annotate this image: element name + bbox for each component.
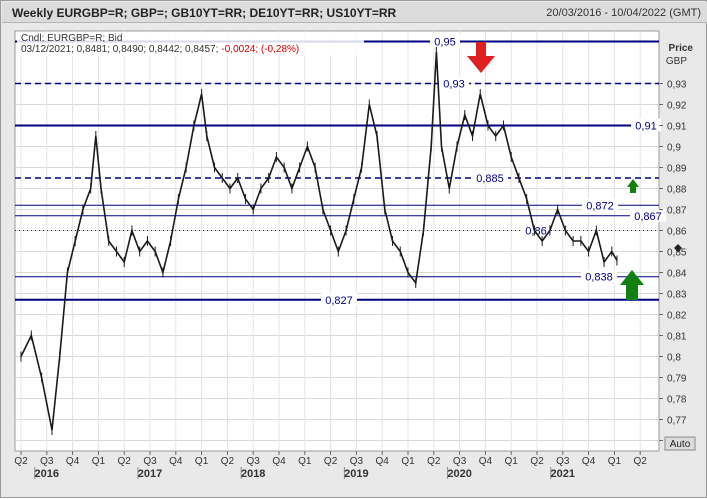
x-tick-label: Q4 [66,456,80,467]
year-label: 2018 [241,468,265,480]
y-tick-label: 0,8 [667,353,681,364]
x-tick-label: Q1 [505,456,519,467]
level-label-bg [430,34,460,48]
level-label-bg [439,76,469,90]
x-tick-label: Q2 [427,456,441,467]
level-label-bg [582,198,618,212]
y-tick-label: 0,78 [667,395,687,406]
x-tick-label: Q2 [324,456,338,467]
x-tick-label: Q1 [401,456,415,467]
currency-label: GBP [666,56,687,67]
y-tick-label: 0,89 [667,164,687,175]
year-label: 2021 [551,468,575,480]
up-arrow-icon [620,270,644,300]
x-tick-label: Q2 [118,456,132,467]
level-label: 0,95 [434,37,455,49]
x-tick-label: Q3 [247,456,261,467]
level-label-bg [581,269,617,283]
y-tick-label: 0,83 [667,290,687,301]
y-tick-label: 0,88 [667,185,687,196]
x-tick-label: Q2 [221,456,235,467]
x-tick-label: Q4 [376,456,390,467]
level-label-bg [631,118,661,132]
level-label: 0,827 [325,295,353,307]
x-tick-label: Q1 [298,456,312,467]
x-tick-label: Q3 [556,456,570,467]
y-tick-label: 0,86 [667,227,687,238]
plot-area [14,30,660,452]
level-label-bg [630,208,666,222]
y-tick-label: 0,92 [667,101,687,112]
x-axis: Q2 Q3 Q4 Q1 Q2 Q3 Q4 Q1 Q2 Q3 Q4 Q1 Q2 Q3 Q4 Q1 Q2 Q3 Q4 Q1… [14,451,647,480]
x-tick-label: Q1 [195,456,209,467]
chart-title: Weekly EURGBP=R; GBP=; GB10YT=RR; DE10YT… [12,6,397,20]
small-up-arrow-icon [627,179,639,193]
x-tick-label: Q1 [608,456,622,467]
price-axis-label: Price [669,43,694,54]
legend-change: -0,0024; (-0,28%) [221,44,299,55]
y-tick-label: 0,93 [667,80,687,91]
y-tick-label: 0,82 [667,311,687,322]
x-tick-label: Q1 [92,456,106,467]
level-label-bg [321,292,357,306]
y-tick-label: 0,84 [667,269,687,280]
x-tick-label: Q4 [169,456,183,467]
grid [15,31,659,451]
date-range: 20/03/2016 - 10/04/2022 (GMT) [546,7,701,19]
level-label: 0,93 [443,79,464,91]
legend-box [17,32,364,56]
level-label-bg [521,223,551,237]
auto-scale-label: Auto [670,439,691,450]
x-tick-label: Q4 [582,456,596,467]
level-label: 0,885 [476,173,504,185]
y-tick-label: 0,77 [667,416,687,427]
y-tick-label: 0,91 [667,122,687,133]
y-tick-label: 0,9 [667,143,681,154]
year-label: 2019 [344,468,368,480]
y-tick-label: 0,81 [667,332,687,343]
y-tick-label: 0,85 [667,248,687,259]
level-label: 0,872 [586,200,614,212]
legend-ohlc-values: 03/12/2021; 0,8481; 0,8490; 0,8442; 0,84… [21,44,218,55]
horizontal-levels: 0,950,930,910,8850,8720,8670,860,8380,82… [15,34,666,307]
x-tick-label: Q3 [40,456,54,467]
x-tick-label: Q3 [143,456,157,467]
legend-series: Cndl; EURGBP=R; Bid [21,33,122,44]
x-tick-label: Q2 [634,456,648,467]
price-series [20,47,618,435]
legend-ohlc: 03/12/2021; 0,8481; 0,8490; 0,8442; 0,84… [21,44,299,55]
x-tick-label: Q3 [350,456,364,467]
x-tick-label: Q4 [272,456,286,467]
chart-title-bar: Weekly EURGBP=R; GBP=; GB10YT=RR; DE10YT… [2,2,707,23]
y-tick-label: 0,87 [667,206,687,217]
auto-scale-button[interactable]: Auto [664,436,696,451]
x-tick-label: Q4 [479,456,493,467]
x-tick-label: Q3 [453,456,467,467]
level-label-bg [472,171,508,184]
x-tick-label: Q2 [14,456,28,467]
year-label: 2017 [138,468,162,480]
year-label: 2016 [35,468,59,480]
x-tick-label: Q2 [530,456,544,467]
year-label: 2020 [447,468,471,480]
level-label: 0,838 [585,272,613,284]
y-tick-label: 0,79 [667,374,687,385]
level-label: 0,867 [634,211,662,223]
last-price-marker [674,244,682,252]
y-axis: 0,760,770,780,790,80,810,820,830,840,850… [659,80,687,448]
level-label: 0,91 [635,121,656,133]
down-arrow-icon [467,42,495,73]
